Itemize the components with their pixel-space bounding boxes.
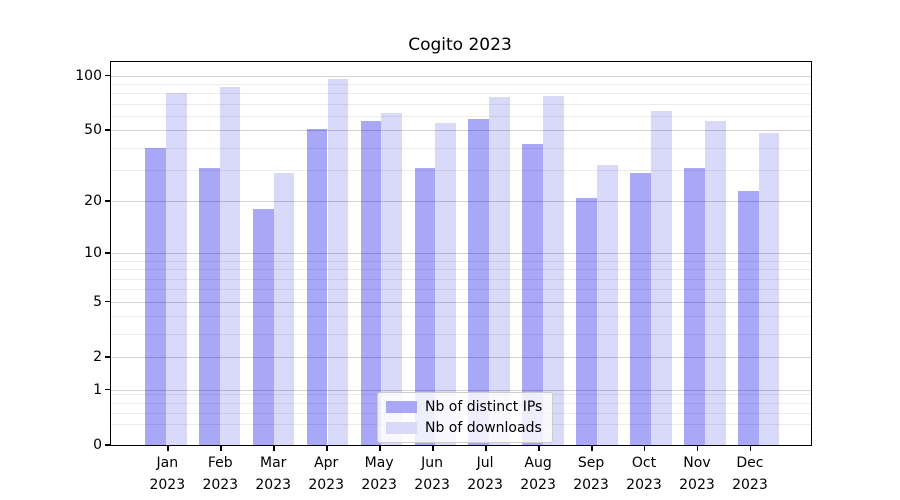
bar-downloads: [650, 110, 672, 445]
x-tick-label: Dec 2023: [732, 455, 768, 493]
bar-distinct-ips: [306, 128, 328, 445]
gridline-major: [111, 357, 811, 359]
x-tick-mark: [167, 446, 169, 451]
gridline-minor: [111, 278, 811, 280]
x-tick-label: Aug 2023: [520, 455, 556, 493]
x-tick-label: Oct 2023: [626, 455, 662, 493]
bar-downloads: [381, 113, 403, 445]
y-tick-mark: [105, 129, 110, 131]
y-tick-label: 50: [84, 122, 102, 139]
bar-distinct-ips: [576, 197, 597, 445]
x-tick-mark: [485, 446, 487, 451]
bar-downloads: [758, 133, 780, 445]
bar-distinct-ips: [522, 143, 544, 445]
x-tick-label: Feb 2023: [202, 455, 239, 493]
legend: Nb of distinct IPs Nb of downloads: [377, 392, 553, 443]
gridline-minor: [111, 115, 811, 117]
y-tick-label: 100: [75, 67, 102, 84]
bar-downloads: [435, 122, 457, 445]
bar-distinct-ips: [737, 190, 759, 445]
legend-swatch-distinct-ips: [386, 401, 417, 413]
bar-downloads: [489, 97, 510, 445]
bar-distinct-ips: [145, 147, 166, 445]
legend-item-downloads: Nb of downloads: [386, 420, 544, 436]
bar-downloads: [597, 165, 618, 445]
gridline-major: [111, 253, 811, 255]
bar-downloads: [219, 87, 241, 445]
bar-downloads: [165, 93, 187, 445]
bar-distinct-ips: [468, 118, 490, 445]
y-tick-label: 0: [93, 437, 102, 453]
x-tick-mark: [273, 446, 275, 451]
bar-downloads: [327, 78, 349, 445]
gridline-minor: [111, 316, 811, 318]
x-tick-label: Mar 2023: [255, 455, 292, 493]
x-tick-mark: [379, 446, 381, 451]
y-tick-label: 20: [84, 193, 102, 210]
gridline-minor: [111, 103, 811, 105]
bar-distinct-ips: [360, 121, 382, 445]
x-tick-mark: [643, 446, 646, 451]
x-tick-mark: [696, 446, 699, 451]
x-tick-label: Jun 2023: [414, 455, 450, 493]
bar-downloads: [543, 96, 564, 445]
x-tick-mark: [591, 446, 593, 451]
gridline-minor: [111, 93, 811, 95]
y-tick-mark: [105, 388, 110, 390]
y-tick-label: 2: [93, 349, 102, 366]
gridline-minor: [111, 83, 811, 85]
gridline-minor: [111, 334, 811, 335]
bar-distinct-ips: [252, 209, 274, 445]
x-tick-mark: [432, 446, 434, 451]
gridline-major: [111, 130, 811, 132]
x-tick-label: Jan 2023: [149, 455, 186, 493]
gridline-major: [111, 75, 811, 77]
plot-area: [110, 61, 812, 446]
x-tick-label: Jul 2023: [467, 455, 503, 493]
x-tick-mark: [220, 446, 222, 451]
gridline-minor: [111, 269, 811, 271]
y-tick-label: 10: [84, 245, 102, 262]
bar-downloads: [273, 172, 295, 445]
gridline-minor: [111, 260, 811, 262]
y-tick-mark: [105, 300, 110, 303]
gridline-minor: [111, 170, 811, 172]
legend-swatch-downloads: [386, 422, 417, 434]
x-tick-label: May 2023: [361, 455, 397, 493]
x-tick-mark: [749, 446, 752, 451]
bar-distinct-ips: [198, 167, 220, 445]
legend-item-distinct-ips: Nb of distinct IPs: [386, 399, 544, 415]
x-tick-mark: [326, 446, 328, 451]
gridline-minor: [111, 289, 811, 291]
y-tick-mark: [105, 252, 110, 254]
gridline-minor: [111, 147, 811, 149]
y-tick-label: 5: [93, 293, 102, 310]
y-tick-mark: [105, 356, 110, 358]
y-tick-label: 1: [93, 381, 102, 398]
x-tick-label: Apr 2023: [308, 455, 345, 493]
gridline-major: [111, 201, 811, 203]
chart-title: Cogito 2023: [408, 35, 512, 55]
bar-distinct-ips: [684, 167, 705, 445]
bar-downloads: [704, 121, 726, 445]
legend-label: Nb of downloads: [425, 420, 542, 436]
y-tick-mark: [105, 200, 110, 202]
x-tick-label: Nov 2023: [679, 455, 715, 493]
x-tick-label: Sep 2023: [573, 455, 609, 493]
bar-distinct-ips: [414, 167, 436, 445]
bar-distinct-ips: [630, 172, 651, 445]
legend-label: Nb of distinct IPs: [425, 399, 543, 415]
gridline-major: [111, 389, 811, 391]
gridline-major: [111, 301, 811, 303]
y-tick-mark: [105, 74, 110, 76]
x-tick-mark: [538, 446, 540, 451]
y-tick-mark: [105, 444, 110, 446]
